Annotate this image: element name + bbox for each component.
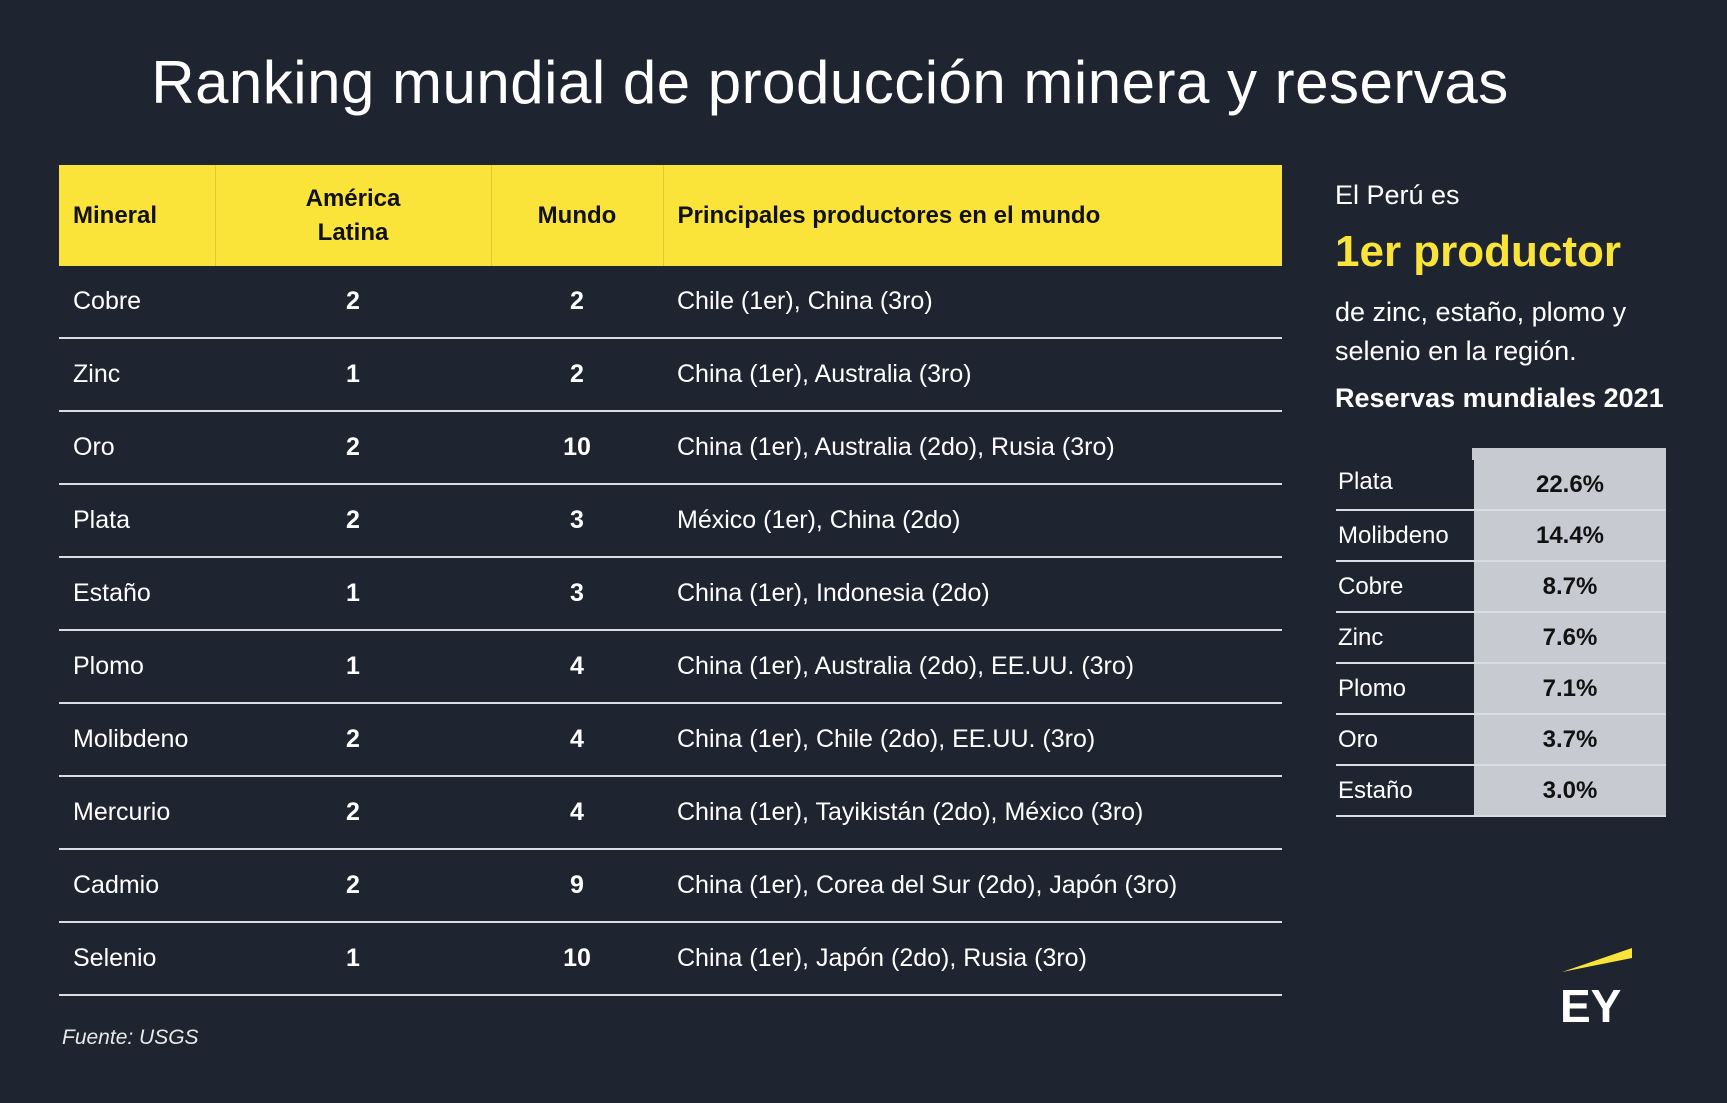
- cell-producers: Chile (1er), China (3ro): [663, 266, 1282, 339]
- cell-producers: China (1er), Corea del Sur (2do), Japón …: [663, 849, 1282, 923]
- header-world: Mundo: [491, 165, 664, 266]
- reserve-mineral: Molibdeno: [1336, 510, 1473, 562]
- cell-mineral: Cobre: [59, 266, 215, 339]
- cell-latam: 2: [215, 411, 491, 485]
- cell-mineral: Oro: [59, 411, 215, 485]
- cell-mineral: Plata: [59, 484, 215, 558]
- cell-producers: China (1er), Indonesia (2do): [663, 557, 1282, 631]
- reserve-value: 14.4%: [1472, 510, 1666, 562]
- table-row: Mercurio 2 4 China (1er), Tayikistán (2do),…: [59, 776, 1282, 850]
- reserve-mineral: Plomo: [1336, 663, 1473, 715]
- table-row: Selenio 1 10 China (1er), Japón (2do), Rusi…: [59, 922, 1282, 996]
- cell-world: 10: [491, 411, 663, 485]
- reserve-value: 7.6%: [1472, 612, 1666, 664]
- cell-mineral: Estaño: [59, 557, 215, 631]
- table-row: Molibdeno 2 4 China (1er), Chile (2do), EE.…: [59, 703, 1282, 777]
- reserve-row: Molibdeno 14.4%: [1336, 510, 1666, 562]
- header-producers: Principales productores en el mundo: [663, 165, 1282, 266]
- header-mineral: Mineral: [59, 165, 216, 266]
- cell-latam: 1: [215, 338, 491, 412]
- table-row: Plata 2 3 México (1er), China (2do): [59, 484, 1282, 558]
- reserve-row: Zinc 7.6%: [1336, 612, 1666, 664]
- cell-latam: 2: [215, 484, 491, 558]
- cell-world: 2: [491, 266, 663, 339]
- reserve-row: Estaño 3.0%: [1336, 765, 1666, 817]
- table-row: Cadmio 2 9 China (1er), Corea del Sur (2do)…: [59, 849, 1282, 923]
- cell-world: 4: [491, 703, 663, 777]
- reserve-value: 7.1%: [1472, 663, 1666, 715]
- cell-latam: 2: [215, 849, 491, 923]
- cell-producers: China (1er), Japón (2do), Rusia (3ro): [663, 922, 1282, 996]
- table-row: Oro 2 10 China (1er), Australia (2do), Rusi…: [59, 411, 1282, 485]
- reserves-title: Reservas mundiales 2021: [1335, 383, 1664, 413]
- cell-mineral: Zinc: [59, 338, 215, 412]
- reserve-value: 8.7%: [1472, 561, 1666, 613]
- side-intro: El Perú es: [1335, 180, 1460, 210]
- page-title: Ranking mundial de producción minera y r…: [151, 49, 1509, 116]
- table-row: Zinc 1 2 China (1er), Australia (3ro): [59, 338, 1282, 412]
- reserve-row: Cobre 8.7%: [1336, 561, 1666, 613]
- reserve-row: Oro 3.7%: [1336, 714, 1666, 766]
- cell-producers: México (1er), China (2do): [663, 484, 1282, 558]
- cell-mineral: Mercurio: [59, 776, 215, 850]
- ey-logo: EY: [1560, 948, 1632, 1028]
- cell-world: 10: [491, 922, 663, 996]
- reserve-value: 3.7%: [1472, 714, 1666, 766]
- reserve-value: 3.0%: [1472, 765, 1666, 817]
- mining-ranking-table: Mineral América Latina Mundo Principales…: [59, 165, 1282, 996]
- cell-latam: 1: [215, 557, 491, 631]
- cell-producers: China (1er), Chile (2do), EE.UU. (3ro): [663, 703, 1282, 777]
- cell-latam: 2: [215, 703, 491, 777]
- side-highlight: 1er productor: [1335, 227, 1622, 276]
- table-row: Cobre 2 2 Chile (1er), China (3ro): [59, 266, 1282, 339]
- cell-latam: 2: [215, 776, 491, 850]
- table-header-row: Mineral América Latina Mundo Principales…: [59, 165, 1282, 266]
- table-row: Plomo 1 4 China (1er), Australia (2do), EE.…: [59, 630, 1282, 704]
- source-note: Fuente: USGS: [62, 1026, 199, 1049]
- reserve-row: Plomo 7.1%: [1336, 663, 1666, 715]
- header-latam: América Latina: [215, 165, 492, 266]
- cell-world: 9: [491, 849, 663, 923]
- cell-world: 3: [491, 557, 663, 631]
- cell-mineral: Molibdeno: [59, 703, 215, 777]
- cell-world: 3: [491, 484, 663, 558]
- logo-text: EY: [1560, 980, 1621, 1028]
- reserve-mineral: Estaño: [1336, 765, 1473, 817]
- reserves-table: Plata 22.6% Molibdeno 14.4% Cobre 8.7% Zinc 7.6…: [1336, 448, 1666, 817]
- cell-world: 4: [491, 630, 663, 704]
- cell-world: 4: [491, 776, 663, 850]
- logo-accent-bar: [1562, 948, 1632, 972]
- table-row: Estaño 1 3 China (1er), Indonesia (2do): [59, 557, 1282, 631]
- cell-latam: 1: [215, 922, 491, 996]
- cell-mineral: Selenio: [59, 922, 215, 996]
- reserve-value: 22.6%: [1472, 448, 1666, 511]
- cell-producers: China (1er), Australia (3ro): [663, 338, 1282, 412]
- reserve-mineral: Zinc: [1336, 612, 1473, 664]
- cell-world: 2: [491, 338, 663, 412]
- cell-latam: 2: [215, 266, 491, 339]
- reserve-mineral: Plata: [1336, 454, 1473, 511]
- side-panel: El Perú es 1er productor de zinc, estaño…: [1335, 180, 1685, 414]
- reserve-mineral: Oro: [1336, 714, 1473, 766]
- cell-mineral: Cadmio: [59, 849, 215, 923]
- cell-producers: China (1er), Australia (2do), EE.UU. (3r…: [663, 630, 1282, 704]
- cell-producers: China (1er), Australia (2do), Rusia (3ro…: [663, 411, 1282, 485]
- reserve-mineral: Cobre: [1336, 561, 1473, 613]
- cell-mineral: Plomo: [59, 630, 215, 704]
- cell-latam: 1: [215, 630, 491, 704]
- side-description: de zinc, estaño, plomo y selenio en la r…: [1335, 297, 1627, 366]
- reserve-row: Plata 22.6%: [1336, 448, 1666, 511]
- cell-producers: China (1er), Tayikistán (2do), México (3…: [663, 776, 1282, 850]
